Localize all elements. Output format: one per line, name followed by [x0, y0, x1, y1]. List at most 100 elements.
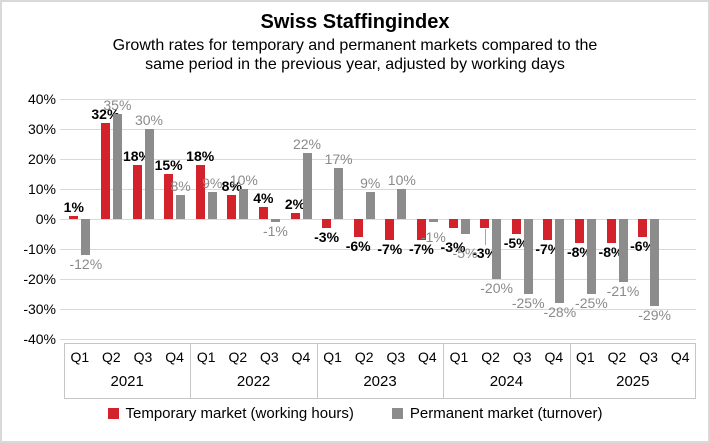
year-label: 2025	[616, 373, 650, 390]
y-gridline	[60, 189, 696, 190]
permanent-bar	[176, 195, 186, 219]
permanent-bar	[144, 129, 154, 219]
year-label: 2022	[236, 373, 271, 390]
y-tick-label: 20%	[27, 151, 56, 167]
permanent-bar-label: 17%	[324, 151, 353, 167]
permanent-bar	[460, 219, 470, 234]
y-gridline	[60, 249, 696, 250]
permanent-bar	[586, 219, 596, 294]
year-label: 2021	[110, 373, 144, 390]
y-tick-label: -10%	[23, 241, 56, 257]
permanent-bar	[492, 219, 502, 279]
permanent-bar-label: -5%	[452, 245, 478, 261]
y-gridline	[60, 219, 696, 220]
temporary-bar	[290, 213, 300, 219]
temporary-bar	[132, 165, 142, 219]
chart-subtitle-line-2: same period in the previous year, adjust…	[145, 56, 565, 73]
temporary-bar-label: -6%	[630, 238, 656, 254]
permanent-bar	[207, 192, 217, 219]
quarter-label: Q2	[354, 349, 374, 365]
temporary-bar	[353, 219, 363, 237]
temporary-bar-label: -7%	[535, 241, 561, 257]
temporary-bar	[511, 219, 521, 234]
permanent-bar-label: 9%	[202, 175, 223, 191]
legend-item-temporary: Temporary market (working hours)	[107, 405, 354, 422]
quarter-label: Q1	[196, 349, 216, 365]
temporary-bar	[416, 219, 426, 240]
temporary-bar	[164, 174, 174, 219]
permanent-bar-label: 8%	[170, 178, 191, 194]
quarter-label: Q1	[576, 349, 595, 365]
temporary-bar-label: -3%	[472, 245, 498, 261]
temporary-bar	[69, 216, 79, 219]
chart-title: Swiss Staffingindex	[260, 11, 450, 33]
temporary-bar	[322, 219, 332, 228]
permanent-bar-label: 22%	[292, 136, 322, 152]
legend-swatch-permanent-icon	[391, 408, 403, 419]
y-gridline	[60, 99, 696, 100]
quarter-label: Q2	[228, 349, 248, 365]
y-tick-label: -40%	[23, 331, 56, 347]
permanent-bar	[270, 219, 280, 222]
permanent-bar-label: -1%	[262, 223, 288, 239]
temporary-bar	[258, 207, 268, 219]
temporary-bar-label: -3%	[314, 229, 340, 245]
permanent-bar-label: 9%	[360, 175, 381, 191]
temporary-bar	[100, 123, 110, 219]
permanent-bar-label: -25%	[511, 295, 545, 311]
quarter-label: Q2	[481, 349, 500, 365]
quarter-label: Q4	[544, 349, 564, 365]
temporary-bar-label: 4%	[253, 190, 274, 206]
legend-label-temporary: Temporary market (working hours)	[125, 405, 354, 422]
permanent-bar-label: -21%	[606, 283, 640, 299]
x-axis-box	[64, 343, 696, 399]
quarter-label: Q1	[70, 349, 90, 365]
year-separator	[569, 343, 571, 399]
temporary-bar-label: -6%	[345, 238, 371, 254]
y-tick-label: 40%	[27, 91, 56, 107]
permanent-bar	[112, 114, 122, 219]
y-gridline	[60, 159, 696, 160]
permanent-bar-label: 10%	[229, 172, 258, 188]
permanent-bar	[239, 189, 249, 219]
permanent-bar	[397, 189, 407, 219]
temporary-bar	[606, 219, 616, 243]
permanent-bar	[555, 219, 565, 303]
permanent-bar	[428, 219, 438, 222]
quarter-label: Q3	[260, 349, 279, 365]
permanent-bar-label: 35%	[103, 97, 132, 113]
y-tick-label: 0%	[35, 211, 56, 227]
temporary-bar-label: -8%	[598, 244, 624, 260]
temporary-bar	[195, 165, 205, 219]
temporary-bar-label: 8%	[221, 178, 242, 194]
y-tick-label: 30%	[27, 121, 56, 137]
permanent-bar-label: -28%	[543, 304, 577, 320]
temporary-bar-label: 18%	[122, 148, 152, 164]
temporary-bar-label: 1%	[63, 199, 84, 215]
y-gridline	[60, 279, 696, 280]
temporary-bar	[448, 219, 458, 228]
temporary-bar-label: -5%	[503, 235, 529, 251]
temporary-bar-label: -7%	[408, 241, 434, 257]
quarter-label: Q4	[670, 349, 690, 365]
permanent-bar-label: -20%	[480, 280, 513, 296]
quarter-label: Q1	[449, 349, 469, 365]
temporary-bar-label: -7%	[377, 241, 403, 257]
legend-item-permanent: Permanent market (turnover)	[391, 405, 602, 422]
permanent-bar-label: 30%	[134, 112, 164, 128]
temporary-bar	[574, 219, 584, 243]
permanent-bar-label: -1%	[420, 229, 446, 245]
temporary-bar	[638, 219, 648, 237]
y-tick-label: 10%	[27, 181, 56, 197]
legend-swatch-temporary-icon	[107, 408, 119, 419]
quarter-label: Q3	[133, 349, 153, 365]
y-tick-label: -30%	[23, 301, 56, 317]
chart-legend: Temporary market (working hours) Permane…	[2, 405, 708, 422]
permanent-bar	[334, 168, 344, 219]
quarter-label: Q2	[102, 349, 121, 365]
permanent-bar-label: -25%	[575, 295, 608, 311]
permanent-bar-label: -12%	[69, 256, 103, 272]
y-gridline	[60, 339, 696, 340]
y-tick-label: -20%	[23, 271, 56, 287]
quarter-label: Q1	[323, 349, 342, 365]
